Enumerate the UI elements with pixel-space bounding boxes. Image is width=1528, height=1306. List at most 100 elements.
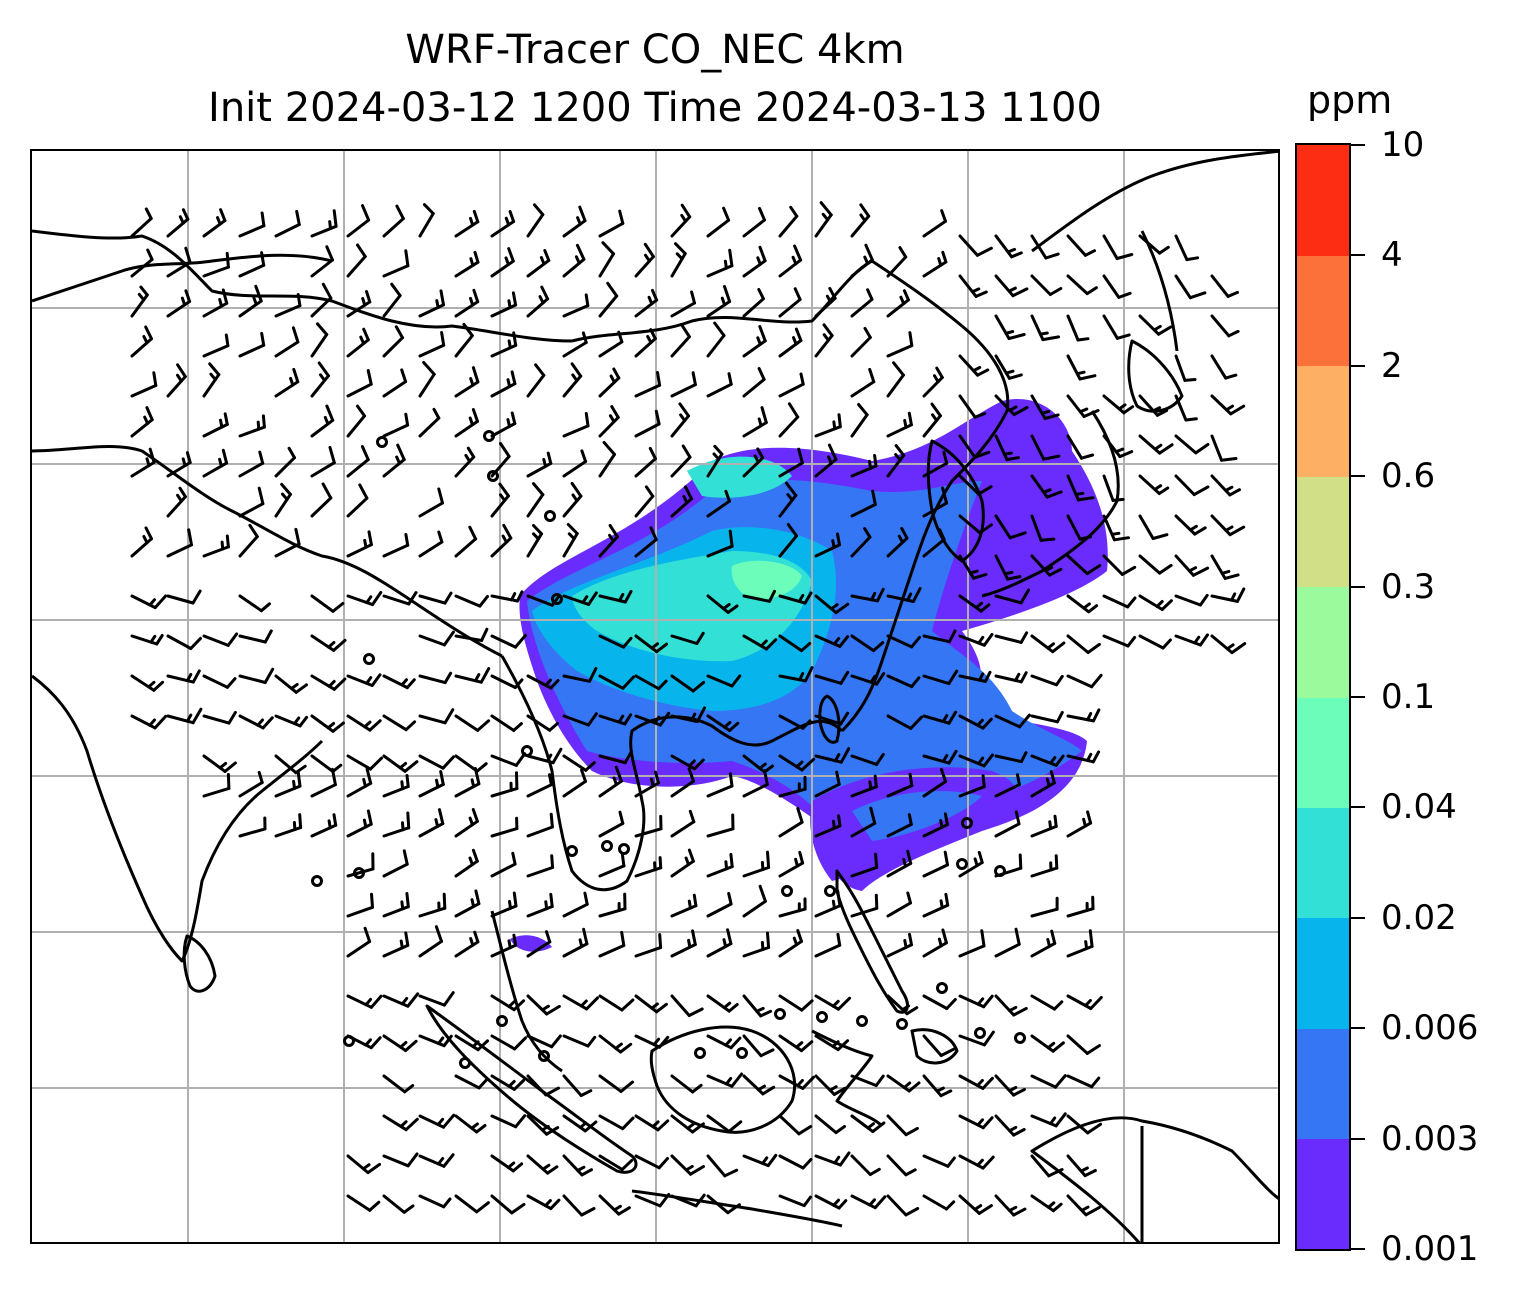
wind-barb-icon <box>598 1154 634 1171</box>
calm-wind-icon <box>774 1008 786 1020</box>
wind-barb-icon <box>922 209 947 238</box>
wind-barb-icon <box>742 325 767 358</box>
wind-barb-icon <box>670 290 696 318</box>
wind-barb-icon <box>778 666 814 683</box>
wind-barb-icon <box>490 633 527 649</box>
wind-barb-icon <box>1066 514 1093 541</box>
colorbar-segment <box>1297 365 1349 477</box>
wind-barb-icon <box>742 406 768 438</box>
wind-barb-icon <box>922 812 949 838</box>
wind-barb-icon <box>346 204 371 238</box>
wind-barb-icon <box>454 667 491 684</box>
wind-barb-icon <box>958 753 994 768</box>
wind-barb-icon <box>598 765 623 798</box>
wind-barb-icon <box>382 811 411 838</box>
wind-barb-icon <box>382 1152 419 1168</box>
wind-barb-icon <box>886 1114 919 1137</box>
wind-barb-icon <box>526 1074 560 1097</box>
wind-barb-icon <box>562 891 589 918</box>
wind-barb-icon <box>382 1034 418 1052</box>
wind-barb-icon <box>850 752 885 766</box>
wind-barb-icon <box>670 322 691 358</box>
wind-barb-icon <box>778 244 803 278</box>
plume-south-core <box>852 791 982 841</box>
wind-barb-icon <box>850 634 885 653</box>
wind-barb-icon <box>670 1074 703 1094</box>
wind-barb-icon <box>346 926 372 958</box>
wind-barb-icon <box>634 288 659 318</box>
wind-barb-icon <box>706 853 734 878</box>
wind-barb-icon <box>130 674 165 692</box>
wind-barb-icon <box>202 632 239 647</box>
wind-barb-icon <box>418 289 445 318</box>
wind-barb-icon <box>202 412 229 438</box>
wind-barb-icon <box>670 631 705 645</box>
wind-barb-icon <box>778 1114 813 1136</box>
wind-barb-icon <box>1210 634 1247 655</box>
wind-barb-icon <box>1066 354 1097 381</box>
wind-barb-icon <box>526 773 553 798</box>
wind-barb-icon <box>490 411 517 438</box>
wind-barb-icon <box>1066 750 1101 764</box>
colorbar-tick-label: 0.02 <box>1381 897 1457 938</box>
wind-barb-icon <box>490 1154 524 1173</box>
colorbar-tick-label: 0.003 <box>1381 1118 1479 1159</box>
wind-barb-icon <box>1030 1034 1065 1053</box>
calm-wind-icon <box>816 1011 828 1023</box>
wind-barb-icon <box>598 241 615 278</box>
wind-barb-icon <box>922 528 946 558</box>
wind-barb-icon <box>238 284 263 318</box>
wind-barb-icon <box>922 850 949 878</box>
wind-barb-icon <box>850 1194 887 1210</box>
wind-barb-icon <box>634 242 655 278</box>
wind-barb-icon <box>1174 554 1210 577</box>
wind-barb-icon <box>886 1154 917 1177</box>
wind-barbs <box>130 201 1247 1217</box>
wind-barb-icon <box>922 1154 956 1168</box>
wind-barb-icon <box>1174 354 1197 382</box>
wind-barb-icon <box>886 994 919 1016</box>
wind-barb-icon <box>958 670 992 683</box>
wind-barb-icon <box>454 930 480 958</box>
wind-barb-icon <box>814 1074 847 1096</box>
wind-barb-icon <box>490 1074 525 1091</box>
calm-wind-icon <box>363 653 375 665</box>
wind-barb-icon <box>922 402 942 438</box>
wind-barb-icon <box>310 404 335 438</box>
wind-barb-icon <box>670 444 692 478</box>
wind-barb-icon <box>274 482 292 518</box>
wind-barb-icon <box>346 483 369 518</box>
wind-barb-icon <box>814 634 850 648</box>
wind-barb-icon <box>778 591 813 605</box>
calm-wind-icon <box>994 865 1006 877</box>
colorbar-tick-label: 4 <box>1381 235 1403 276</box>
wind-barb-icon <box>454 288 480 318</box>
wind-barb-icon <box>958 274 988 298</box>
wind-barb-icon <box>346 290 372 318</box>
wind-barb-icon <box>706 489 731 518</box>
wind-barb-icon <box>490 816 519 838</box>
wind-barb-icon <box>994 354 1023 380</box>
calm-wind-icon <box>856 1015 868 1027</box>
wind-barb-icon <box>166 589 202 605</box>
wind-barb-icon <box>814 1151 851 1167</box>
wind-barb-icon <box>310 813 338 838</box>
wind-barb-icon <box>454 1074 489 1090</box>
wind-barb-icon <box>598 1034 633 1054</box>
wind-barb-icon <box>994 588 1030 605</box>
wind-barb-icon <box>742 1074 776 1096</box>
wind-barb-icon <box>490 331 518 358</box>
wind-barb-icon <box>454 848 479 878</box>
wind-barb-icon <box>562 412 590 438</box>
wind-barb-icon <box>454 525 478 558</box>
wind-barb-icon <box>1066 895 1095 918</box>
wind-barb-icon <box>958 474 993 496</box>
wind-barb-icon <box>562 331 588 358</box>
wind-barb-icon <box>670 994 704 1017</box>
wind-barb-icon <box>274 527 301 558</box>
wind-barb-icon <box>238 331 266 358</box>
wind-barb-icon <box>1138 234 1170 255</box>
wind-barb-icon <box>850 454 878 478</box>
colorbar-tick-label: 10 <box>1381 125 1425 165</box>
wind-barb-icon <box>814 670 850 685</box>
